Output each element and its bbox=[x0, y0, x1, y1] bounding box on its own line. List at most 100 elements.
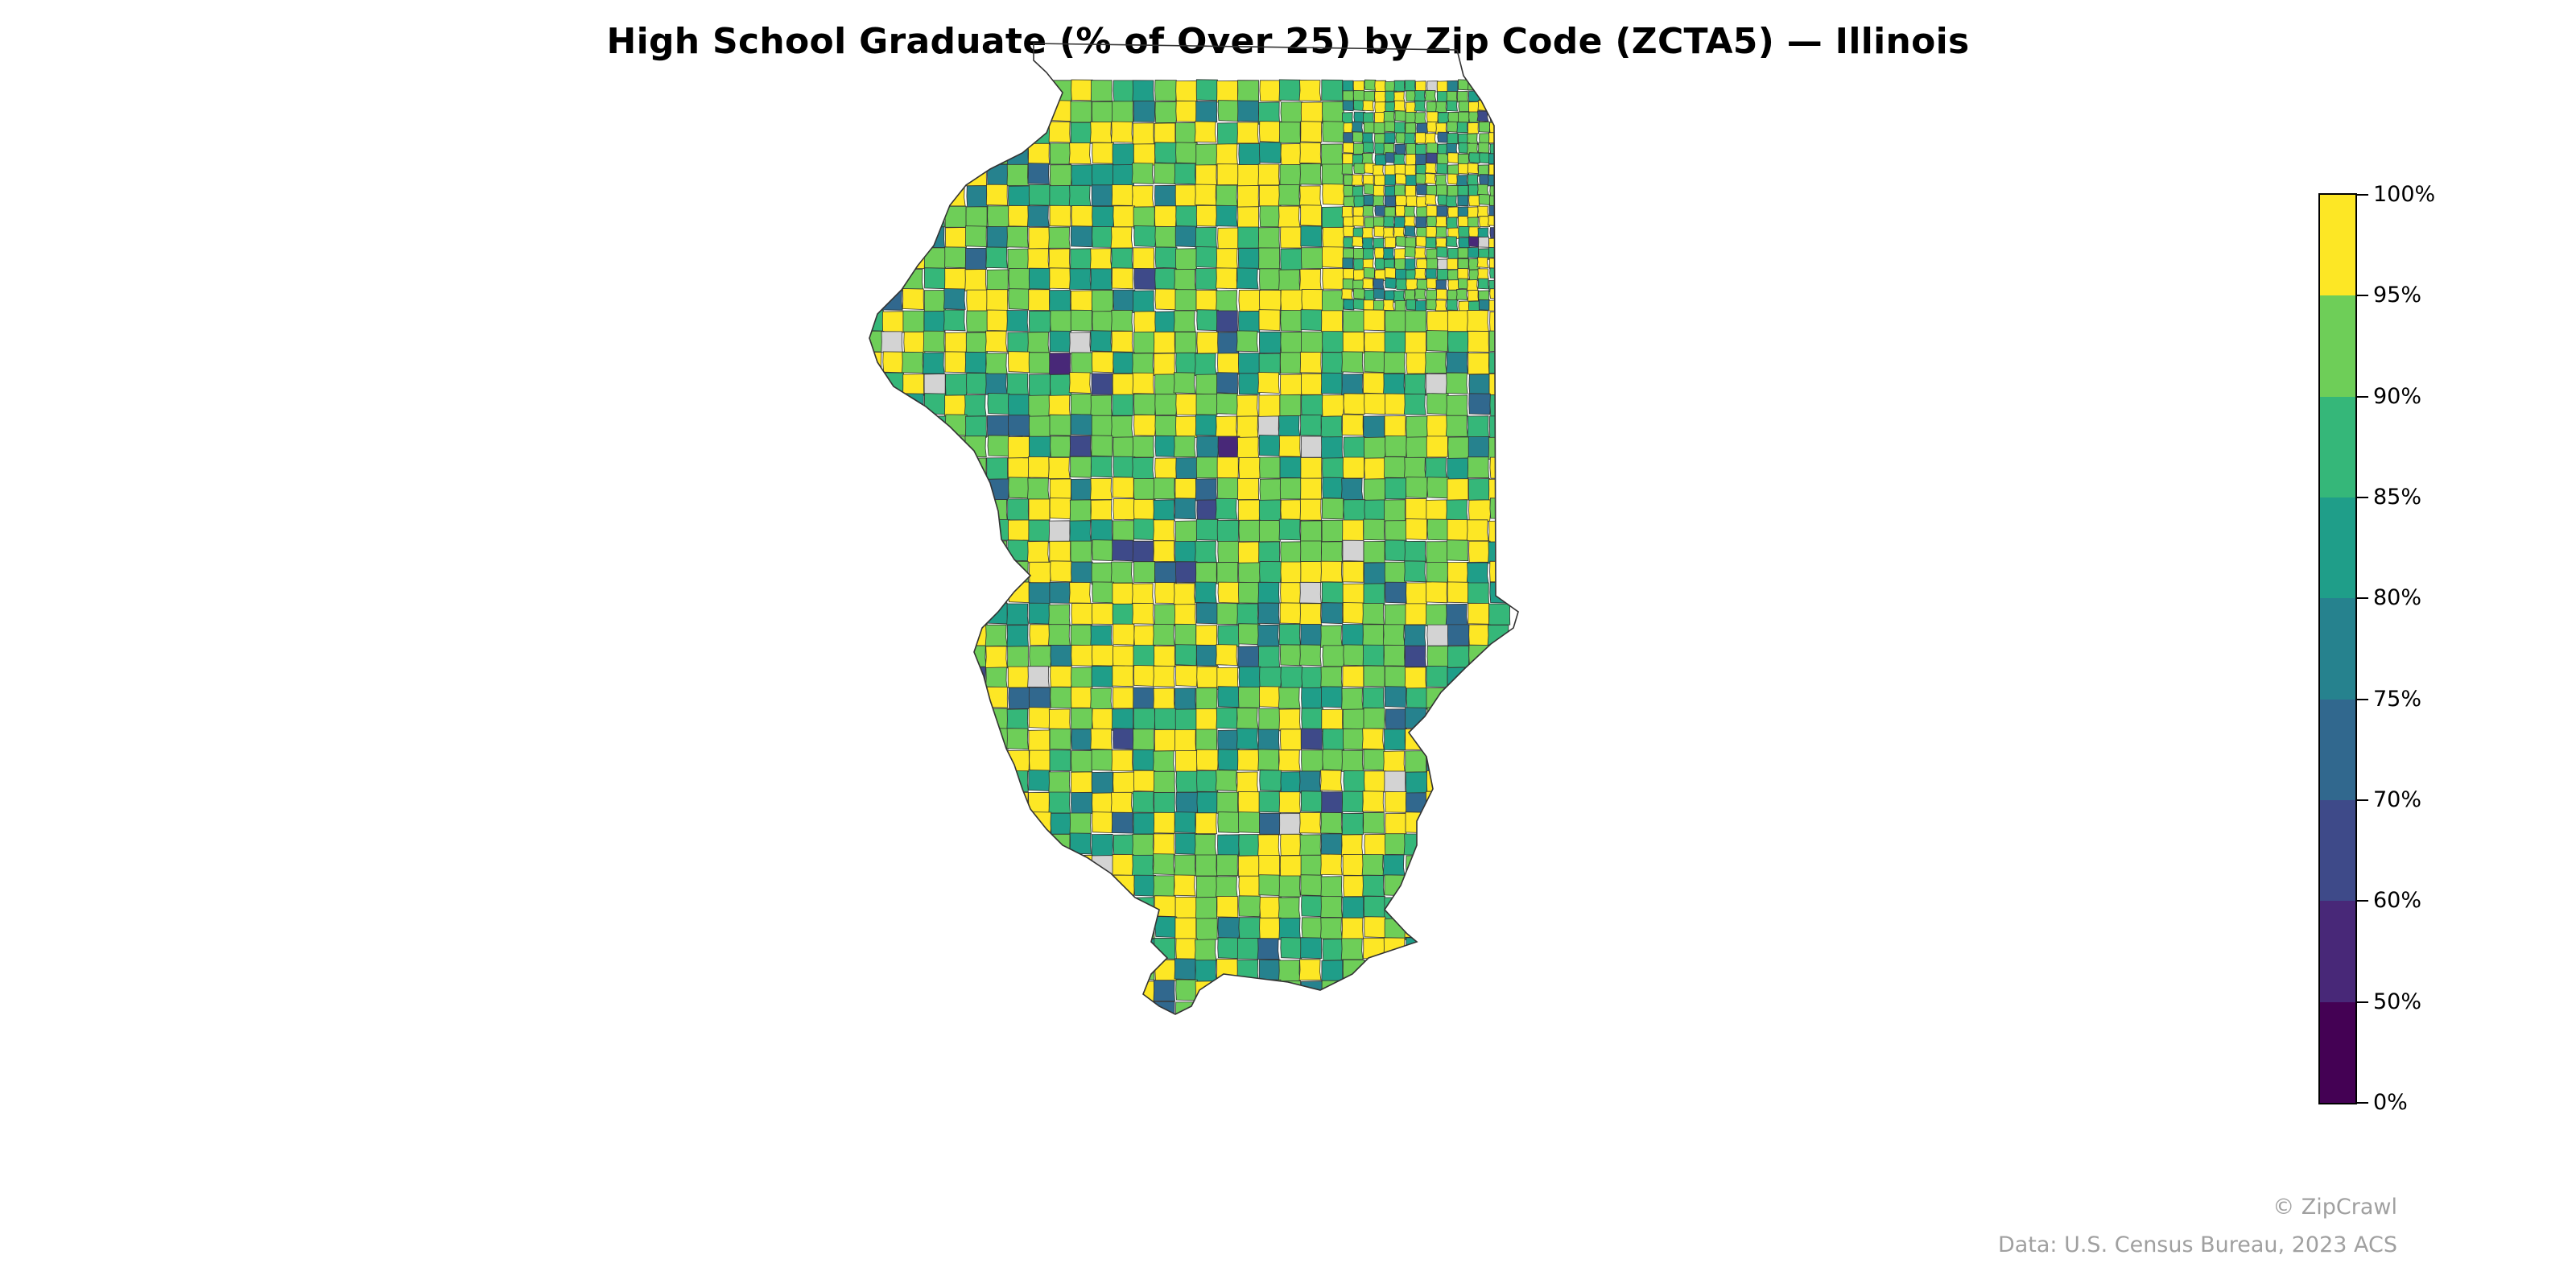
zcta-region bbox=[1133, 393, 1156, 415]
zcta-region bbox=[1362, 602, 1385, 625]
zcta-region bbox=[1426, 729, 1448, 752]
zcta-region bbox=[1071, 1022, 1092, 1044]
zcta-region bbox=[1405, 153, 1418, 166]
zcta-region bbox=[1498, 79, 1511, 90]
zcta-region bbox=[1425, 163, 1437, 174]
zcta-region bbox=[1352, 80, 1365, 93]
zcta-region bbox=[1092, 142, 1115, 164]
zcta-region bbox=[1111, 897, 1133, 920]
zcta-region bbox=[1468, 958, 1491, 980]
zcta-region bbox=[1404, 374, 1426, 397]
zcta-region bbox=[1132, 372, 1154, 394]
zcta-region bbox=[1258, 499, 1282, 522]
zcta-region bbox=[869, 812, 885, 836]
zcta-region bbox=[1466, 279, 1479, 291]
zcta-region bbox=[1447, 518, 1469, 541]
zcta-region bbox=[1236, 1106, 1258, 1127]
zcta-region bbox=[1008, 288, 1031, 311]
zcta-region bbox=[1384, 770, 1406, 793]
zcta-region bbox=[1131, 854, 1154, 877]
zcta-region bbox=[1340, 477, 1364, 501]
zcta-region bbox=[1393, 80, 1406, 92]
zcta-region bbox=[1301, 667, 1324, 690]
zcta-region bbox=[1488, 89, 1501, 101]
zcta-region bbox=[1447, 854, 1470, 877]
zcta-region bbox=[924, 1212, 945, 1233]
zcta-region bbox=[1362, 791, 1385, 813]
zcta-region bbox=[985, 184, 1009, 206]
zcta-region bbox=[1499, 290, 1511, 303]
zcta-region bbox=[1132, 290, 1155, 313]
zcta-region bbox=[1113, 498, 1136, 521]
zcta-region bbox=[944, 979, 967, 1001]
zcta-region bbox=[1153, 519, 1175, 542]
zcta-region bbox=[923, 980, 946, 1002]
zcta-region bbox=[1110, 309, 1133, 332]
zcta-region bbox=[1238, 581, 1261, 604]
zcta-region bbox=[1029, 1001, 1052, 1014]
zcta-region bbox=[1394, 248, 1406, 261]
data-source-credit: Data: U.S. Census Bureau, 2023 ACS bbox=[1997, 1232, 2397, 1257]
zcta-region bbox=[964, 394, 987, 417]
zcta-region bbox=[1196, 791, 1220, 814]
zcta-region bbox=[881, 184, 903, 207]
zcta-region bbox=[1007, 539, 1030, 562]
zcta-region bbox=[1395, 279, 1408, 291]
zcta-region bbox=[1049, 204, 1071, 227]
zcta-region bbox=[1445, 415, 1468, 437]
zcta-region bbox=[945, 519, 968, 542]
zcta-region bbox=[1416, 184, 1428, 196]
zcta-region bbox=[1488, 415, 1512, 438]
zcta-region bbox=[1112, 645, 1135, 668]
zcta-region bbox=[1436, 268, 1449, 281]
zcta-region bbox=[1176, 1211, 1198, 1232]
zcta-region bbox=[1196, 666, 1220, 688]
zcta-region bbox=[1404, 1022, 1426, 1042]
zcta-region bbox=[1468, 770, 1490, 792]
zcta-region bbox=[1092, 225, 1114, 248]
zcta-region bbox=[1216, 1085, 1237, 1106]
zcta-region bbox=[1488, 79, 1501, 91]
zcta-region bbox=[1090, 80, 1113, 102]
zcta-region bbox=[1302, 1064, 1323, 1085]
zcta-region bbox=[1343, 393, 1366, 415]
zcta-region bbox=[1319, 917, 1343, 939]
zcta-region bbox=[1384, 174, 1396, 186]
zcta-region bbox=[1030, 1043, 1051, 1065]
zcta-region bbox=[943, 770, 966, 792]
zcta-region bbox=[1238, 1211, 1259, 1232]
zcta-region bbox=[1174, 163, 1196, 185]
zcta-region bbox=[902, 792, 926, 815]
zcta-region bbox=[1455, 288, 1468, 300]
zcta-region bbox=[1049, 185, 1071, 208]
zcta-region bbox=[945, 436, 968, 458]
zcta-region bbox=[881, 687, 903, 711]
zcta-region bbox=[1468, 687, 1491, 709]
zcta-region bbox=[1007, 749, 1030, 772]
zcta-region bbox=[1174, 708, 1197, 732]
zcta-region bbox=[1196, 770, 1219, 792]
zcta-region bbox=[1069, 1148, 1091, 1170]
zcta-region bbox=[1216, 393, 1239, 415]
zcta-region bbox=[1258, 247, 1281, 270]
zcta-region bbox=[1489, 497, 1513, 520]
zcta-region bbox=[1028, 519, 1051, 542]
zcta-region bbox=[1447, 152, 1459, 164]
map-title: High School Graduate (% of Over 25) by Z… bbox=[606, 21, 1970, 62]
zcta-region bbox=[1071, 729, 1094, 751]
zcta-region bbox=[1258, 854, 1281, 877]
zcta-region bbox=[923, 897, 945, 920]
zcta-region bbox=[1281, 1168, 1302, 1189]
zcta-region bbox=[1341, 205, 1354, 218]
zcta-region bbox=[1322, 645, 1345, 667]
zcta-region bbox=[924, 184, 947, 206]
zcta-region bbox=[965, 813, 988, 836]
zcta-region bbox=[1259, 561, 1282, 583]
zcta-region bbox=[1374, 154, 1387, 167]
zcta-region bbox=[1153, 477, 1175, 500]
zcta-region bbox=[1174, 1085, 1195, 1106]
zcta-region bbox=[1352, 215, 1364, 227]
zcta-region bbox=[1133, 749, 1155, 771]
zcta-region bbox=[964, 1043, 986, 1064]
zcta-region bbox=[1384, 1148, 1405, 1169]
